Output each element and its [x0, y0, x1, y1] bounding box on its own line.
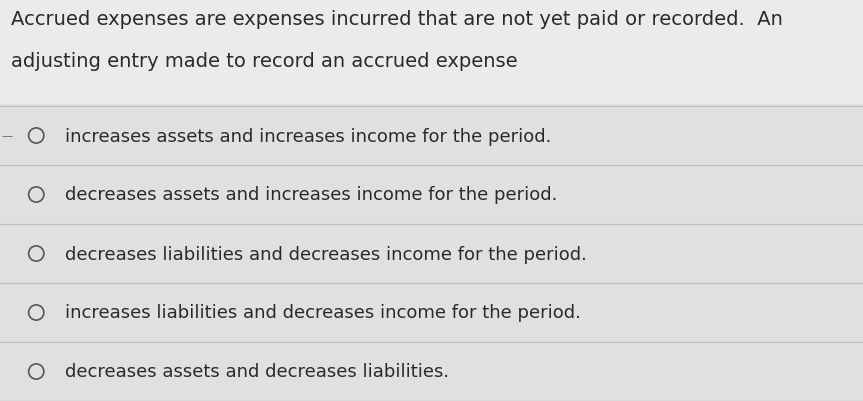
Point [29, 251, 43, 257]
Text: increases liabilities and decreases income for the period.: increases liabilities and decreases inco… [65, 304, 581, 322]
Text: —: — [2, 131, 13, 141]
Text: increases assets and increases income for the period.: increases assets and increases income fo… [65, 127, 551, 145]
Bar [0, 0, 863, 105]
Point [29, 310, 43, 316]
Point [29, 133, 43, 140]
Point [29, 369, 43, 375]
Bar [0, 105, 863, 401]
Text: decreases liabilities and decreases income for the period.: decreases liabilities and decreases inco… [65, 245, 587, 263]
Text: Accrued expenses are expenses incurred that are not yet paid or recorded.  An: Accrued expenses are expenses incurred t… [11, 10, 783, 29]
Text: decreases assets and increases income for the period.: decreases assets and increases income fo… [65, 186, 557, 204]
Text: adjusting entry made to record an accrued expense: adjusting entry made to record an accrue… [11, 52, 518, 71]
Point [29, 192, 43, 198]
Text: decreases assets and decreases liabilities.: decreases assets and decreases liabiliti… [65, 363, 449, 381]
